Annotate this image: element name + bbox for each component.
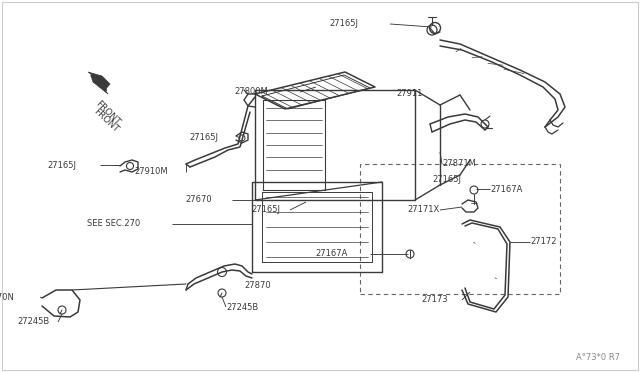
Text: 27167A: 27167A <box>490 185 522 193</box>
Text: 27800M: 27800M <box>234 87 268 96</box>
Text: 27910M: 27910M <box>134 167 168 176</box>
Text: 27165J: 27165J <box>329 19 358 29</box>
Polygon shape <box>88 72 110 94</box>
Bar <box>360 164 560 294</box>
Text: 27172: 27172 <box>530 237 557 247</box>
Text: 27167A: 27167A <box>316 250 348 259</box>
Text: 27871M: 27871M <box>442 160 476 169</box>
Text: 27870: 27870 <box>244 280 271 289</box>
Text: 27165J: 27165J <box>189 134 218 142</box>
Text: 27173: 27173 <box>421 295 448 305</box>
Text: 27165J: 27165J <box>432 176 461 185</box>
Text: FRONT: FRONT <box>92 107 120 134</box>
Text: 27171X: 27171X <box>408 205 440 215</box>
Text: FRONT: FRONT <box>93 99 122 127</box>
Text: 27165J: 27165J <box>47 160 76 170</box>
Text: SEE SEC.270: SEE SEC.270 <box>87 219 140 228</box>
Text: A°73*0 R7: A°73*0 R7 <box>576 353 620 362</box>
Text: 27245B: 27245B <box>18 317 50 327</box>
Text: 27165J: 27165J <box>251 205 280 215</box>
Text: 27670: 27670 <box>186 196 212 205</box>
Text: 27911: 27911 <box>396 90 422 99</box>
Text: 27970N: 27970N <box>0 292 14 301</box>
Text: 27245B: 27245B <box>226 302 259 311</box>
